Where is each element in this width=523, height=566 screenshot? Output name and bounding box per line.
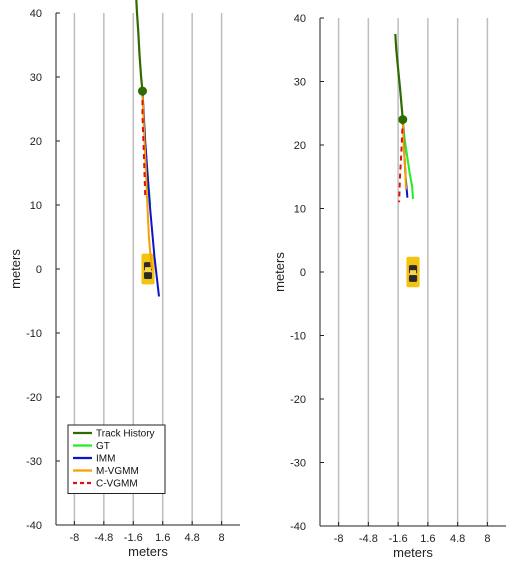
y-tick-label: 40 (294, 13, 306, 25)
legend-label: GT (96, 441, 110, 452)
x-tick-label: -1.6 (124, 532, 143, 544)
y-tick-label: -10 (26, 328, 42, 340)
y-tick-label: 20 (294, 140, 306, 152)
y-tick-label: -20 (290, 394, 306, 406)
y-axis-label: meters (8, 249, 23, 289)
legend-label: M-VGMM (96, 466, 139, 477)
x-tick-label: 8 (219, 532, 225, 544)
y-axis-label: meters (272, 252, 287, 292)
left-trajectory-plot: -40 -30 -20 -10 0 10 20 30 40 -8 -4.8 -1.6 1.6 4.8 8 me… (8, 0, 240, 559)
y-tick-label: -20 (26, 392, 42, 404)
y-tick-label: 0 (300, 267, 306, 279)
y-tick-label: -30 (290, 458, 306, 470)
vehicle-roof (144, 267, 152, 273)
vehicle-rear-window (408, 275, 418, 282)
x-tick-label: 8 (484, 533, 490, 545)
y-tick-label: 0 (36, 264, 42, 276)
series-line-m-vgmm (141, 91, 153, 270)
x-tick-label: 1.6 (420, 533, 435, 545)
x-axis-label: meters (128, 544, 168, 559)
y-tick-label: -40 (26, 520, 42, 532)
series-line-track-history (135, 0, 144, 92)
x-tick-label: -1.6 (389, 533, 408, 545)
legend-label: Track History (96, 429, 155, 440)
x-tick-label: -4.8 (359, 533, 378, 545)
current-position-marker (398, 115, 408, 125)
series-line-m-vgmm (401, 119, 407, 190)
series-line-c-vgmm (141, 91, 147, 196)
vehicle-roof (409, 270, 417, 276)
y-tick-label: 20 (30, 136, 42, 148)
y-tick-label: 30 (294, 77, 306, 89)
x-tick-label: 1.6 (155, 532, 170, 544)
vehicle-icon (406, 256, 420, 288)
y-tick-label: -40 (290, 521, 306, 533)
x-tick-label: -4.8 (94, 532, 113, 544)
x-tick-label: 4.8 (185, 532, 200, 544)
x-tick-label: -8 (70, 532, 80, 544)
x-tick-label: 4.8 (450, 533, 465, 545)
y-tick-label: 10 (294, 204, 306, 216)
vehicle-icon (141, 253, 155, 285)
x-axis-label: meters (393, 545, 433, 560)
legend-label: C-VGMM (96, 479, 138, 490)
y-tick-label: 30 (30, 72, 42, 84)
y-tick-label: 40 (30, 8, 42, 20)
current-position-marker (137, 86, 147, 96)
legend-label: IMM (96, 454, 115, 465)
series-line-c-vgmm (398, 119, 404, 203)
legend-box (67, 424, 166, 494)
x-tick-label: -8 (334, 533, 344, 545)
y-tick-label: 10 (30, 200, 42, 212)
series-line-track-history (394, 33, 404, 120)
y-tick-label: -10 (290, 331, 306, 343)
right-trajectory-plot: -40 -30 -20 -10 0 10 20 30 40 -8 -4.8 -1.6 1.6 4.8 8 me… (272, 13, 506, 560)
y-tick-label: -30 (26, 456, 42, 468)
vehicle-rear-window (143, 272, 153, 279)
